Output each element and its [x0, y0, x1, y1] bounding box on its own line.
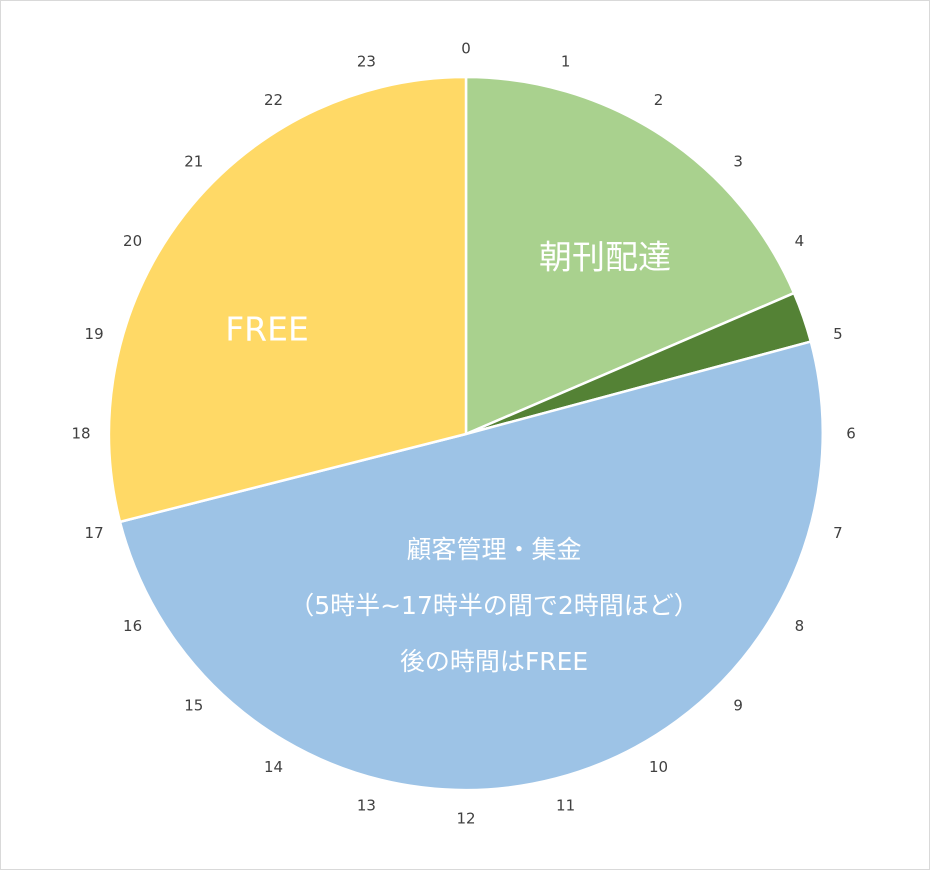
hour-label-7: 7	[833, 524, 843, 542]
hour-label-12: 12	[456, 810, 475, 828]
hour-label-10: 10	[649, 758, 668, 776]
slice-label-2-line-2: 後の時間はFREE	[400, 647, 588, 676]
hour-label-20: 20	[123, 232, 142, 250]
hour-label-23: 23	[357, 53, 376, 71]
hour-label-16: 16	[123, 617, 142, 635]
hour-label-14: 14	[264, 758, 283, 776]
slice-label-2-line-0: 顧客管理・集金	[406, 535, 581, 564]
hour-label-5: 5	[833, 325, 843, 343]
pie-slice-0	[464, 75, 796, 436]
hour-label-4: 4	[795, 232, 805, 250]
pie-slice-3	[107, 75, 468, 524]
slice-label-2-line-1: （5時半~17時半の間で2時間ほど）	[289, 591, 699, 620]
hour-label-9: 9	[733, 697, 743, 715]
hour-label-19: 19	[85, 325, 104, 343]
hour-label-22: 22	[264, 91, 283, 109]
slice-label-0-line-0: 朝刊配達	[539, 238, 671, 277]
slice-label-3-line-0: FREE	[225, 310, 309, 349]
slices-layer	[107, 75, 825, 792]
hour-label-0: 0	[461, 40, 471, 58]
hour-label-1: 1	[561, 53, 571, 71]
hour-label-13: 13	[357, 796, 376, 814]
hour-label-8: 8	[795, 617, 805, 635]
pie-slice-2	[118, 340, 825, 792]
hour-label-6: 6	[846, 425, 856, 443]
hour-label-11: 11	[556, 796, 575, 814]
hour-label-3: 3	[733, 152, 743, 170]
hour-label-17: 17	[85, 524, 104, 542]
hour-label-15: 15	[184, 697, 203, 715]
hour-label-2: 2	[654, 91, 664, 109]
hour-label-18: 18	[71, 425, 90, 443]
hour-label-21: 21	[184, 152, 203, 170]
